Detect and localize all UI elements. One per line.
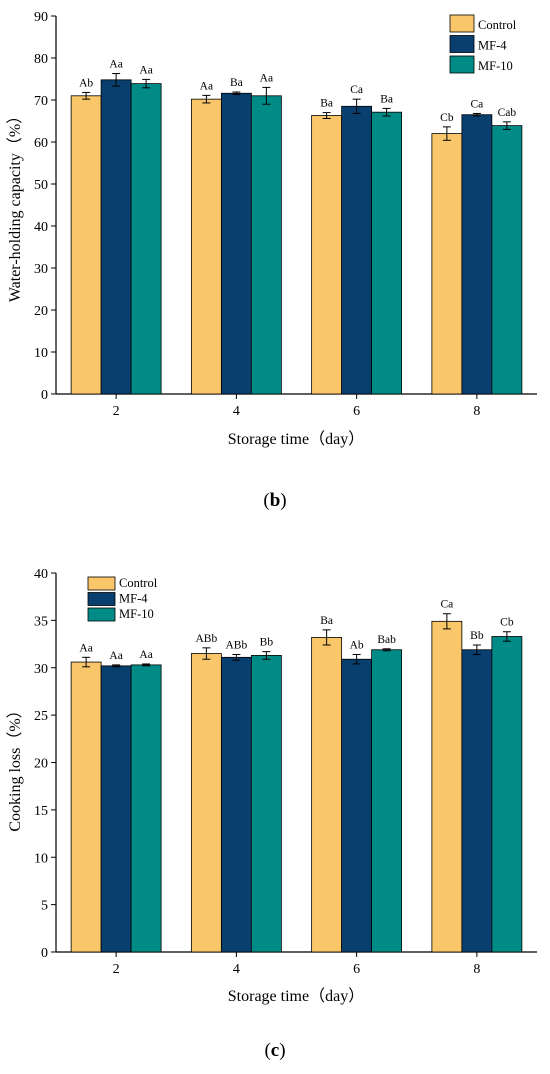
bar-mf-4-day-6 (341, 105, 373, 395)
significance-label: Aa (79, 642, 92, 654)
bar-mf-4-day-4 (220, 92, 252, 395)
y-tick-label: 15 (34, 804, 48, 819)
y-tick-label: 20 (34, 304, 48, 319)
y-tick-label: 10 (34, 346, 48, 361)
x-tick-label: 8 (473, 404, 480, 419)
bar-mf-10-day-2 (130, 664, 162, 953)
y-tick-label: 30 (34, 662, 48, 677)
y-tick-label: 0 (41, 946, 48, 961)
legend-swatch-mf-10 (449, 55, 475, 74)
legend-swatch-mf-4 (87, 592, 116, 606)
significance-label: Cb (500, 617, 514, 629)
significance-label: Aa (200, 80, 213, 92)
bar-control-day-8 (431, 133, 463, 395)
bar-control-day-6 (311, 115, 343, 395)
bar-control-day-2 (70, 95, 102, 395)
y-tick-label: 50 (34, 178, 48, 193)
significance-label: Ca (440, 599, 453, 611)
x-tick-label: 4 (233, 962, 240, 977)
chart-panel-b: 0 10 20 30 40 50 60 70 80 90 Ab Aa Aa 2 Aa Ba Aa 4 Ba Ca Ba 6… (6, 10, 537, 511)
bar-control-day-8 (431, 620, 463, 953)
legend-swatch-control (87, 576, 116, 591)
bar-mf-4-day-2 (100, 665, 132, 953)
legend-label-mf-10: MF-10 (478, 59, 513, 73)
y-tick-label: 25 (34, 709, 48, 724)
significance-label: ABb (226, 639, 248, 651)
y-tick-label: 35 (34, 614, 48, 629)
y-tick-label: 10 (34, 851, 48, 866)
y-axis-title: Water-holding capacity（%） (6, 108, 24, 302)
y-tick-label: 5 (41, 899, 48, 914)
significance-label: Aa (139, 649, 152, 661)
bar-mf-10-day-8 (491, 125, 523, 395)
bar-control-day-4 (190, 98, 222, 395)
significance-label: Cab (498, 107, 517, 119)
x-tick-label: 2 (113, 404, 120, 419)
bar-control-day-4 (190, 653, 222, 953)
water-holding-capacity-chart: 0 10 20 30 40 50 60 70 80 90 Ab Aa Aa 2 Aa Ba Aa 4 Ba Ca Ba 6… (6, 10, 537, 511)
significance-label: Bb (470, 630, 484, 642)
x-axis-title: Storage time（day） (228, 987, 364, 1005)
bar-mf-10-day-2 (130, 83, 162, 395)
legend-swatch-control (449, 14, 475, 33)
significance-label: Ab (350, 639, 364, 651)
bar-mf-10-day-8 (491, 636, 523, 953)
significance-label: Aa (109, 59, 122, 71)
chart-panel-c: 0 5 10 15 20 25 30 35 40 Aa Aa Aa 2 ABb ABb Bb 4 Ba Ab Bab 6… (0, 537, 550, 1074)
panel-letter: (b) (263, 490, 286, 511)
legend-swatch-mf-4 (449, 35, 475, 53)
y-tick-label: 90 (34, 10, 48, 25)
panel-letter: (c) (264, 1040, 285, 1061)
y-axis-title: Cooking loss（%） (6, 702, 24, 831)
y-tick-label: 70 (34, 94, 48, 109)
legend-swatch-mf-10 (87, 607, 116, 622)
x-tick-label: 2 (113, 962, 120, 977)
x-axis-title: Storage time（day） (228, 430, 364, 448)
bar-mf-4-day-4 (220, 656, 252, 953)
bar-mf-4-day-8 (461, 649, 493, 953)
legend-label-control: Control (119, 576, 158, 590)
y-tick-label: 80 (34, 52, 48, 67)
legend-label-mf-4: MF-4 (478, 39, 507, 53)
significance-label: Ba (380, 93, 393, 105)
bar-control-day-2 (70, 661, 102, 953)
bar-mf-10-day-4 (250, 655, 282, 953)
y-tick-label: 40 (34, 220, 48, 235)
bar-mf-4-day-6 (341, 658, 373, 953)
bar-mf-4-day-8 (461, 114, 493, 395)
x-tick-label: 8 (473, 962, 480, 977)
significance-label: Aa (109, 650, 122, 662)
significance-label: Aa (260, 72, 273, 84)
significance-label: Ba (320, 98, 333, 110)
significance-label: ABb (196, 633, 218, 645)
legend-label-mf-10: MF-10 (119, 607, 154, 621)
x-tick-label: 6 (353, 404, 360, 419)
bar-mf-10-day-6 (371, 111, 403, 395)
significance-label: Ca (350, 84, 363, 96)
x-tick-label: 4 (233, 404, 240, 419)
bar-mf-10-day-6 (371, 649, 403, 953)
significance-label: Bb (260, 637, 274, 649)
significance-label: Ca (470, 98, 483, 110)
significance-label: Ab (79, 77, 93, 89)
significance-label: Bab (377, 634, 396, 646)
bar-control-day-6 (311, 637, 343, 953)
significance-label: Ba (320, 615, 333, 627)
y-tick-label: 30 (34, 262, 48, 277)
legend-label-control: Control (478, 18, 517, 32)
cooking-loss-chart: 0 5 10 15 20 25 30 35 40 Aa Aa Aa 2 ABb ABb Bb 4 Ba Ab Bab 6… (6, 567, 537, 1061)
y-tick-label: 20 (34, 757, 48, 772)
significance-label: Cb (440, 112, 454, 124)
significance-label: Ba (230, 77, 243, 89)
bar-mf-4-day-2 (100, 79, 132, 395)
legend-label-mf-4: MF-4 (119, 592, 148, 606)
bar-mf-10-day-4 (250, 95, 282, 395)
y-tick-label: 40 (34, 567, 48, 582)
y-tick-label: 60 (34, 136, 48, 151)
y-tick-label: 0 (41, 388, 48, 403)
significance-label: Aa (139, 64, 152, 76)
x-tick-label: 6 (353, 962, 360, 977)
